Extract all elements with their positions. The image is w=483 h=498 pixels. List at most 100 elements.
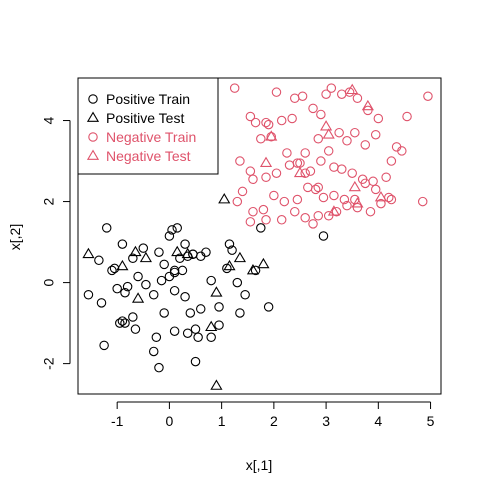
data-point bbox=[224, 239, 235, 249]
data-point bbox=[237, 186, 248, 197]
data-point bbox=[263, 302, 274, 312]
data-point bbox=[261, 215, 271, 225]
data-point bbox=[261, 172, 271, 183]
series-1 bbox=[82, 193, 270, 390]
data-point bbox=[141, 279, 151, 290]
y-tick-label: -2 bbox=[41, 357, 57, 370]
data-point bbox=[318, 192, 329, 203]
data-point bbox=[417, 196, 428, 207]
y-axis-label: x[,2] bbox=[7, 224, 23, 250]
legend-marker bbox=[88, 132, 98, 142]
data-point bbox=[115, 318, 125, 328]
data-point bbox=[263, 119, 274, 130]
data-point bbox=[290, 206, 300, 217]
data-point bbox=[287, 113, 297, 124]
data-point bbox=[316, 109, 326, 120]
data-point bbox=[222, 263, 232, 274]
data-point bbox=[350, 127, 360, 138]
data-point bbox=[342, 200, 352, 211]
data-point bbox=[246, 263, 260, 275]
data-point bbox=[190, 356, 201, 367]
data-point bbox=[193, 332, 203, 343]
data-point bbox=[177, 265, 188, 276]
data-points bbox=[82, 83, 433, 390]
data-point bbox=[185, 308, 196, 318]
x-tick-label: 0 bbox=[166, 413, 174, 429]
data-point bbox=[120, 287, 130, 298]
data-point bbox=[337, 164, 347, 174]
data-point bbox=[169, 326, 180, 336]
legend: Positive Train Positive Test Negative Trai… bbox=[77, 77, 219, 175]
data-point bbox=[313, 182, 324, 193]
data-point bbox=[180, 292, 190, 302]
series-0 bbox=[83, 223, 329, 373]
data-point bbox=[265, 130, 278, 141]
x-axis: -1 0 1 2 3 4 5 bbox=[111, 401, 435, 429]
data-point bbox=[323, 210, 334, 221]
data-point bbox=[326, 83, 337, 93]
data-point bbox=[133, 271, 143, 282]
data-point bbox=[169, 265, 180, 276]
data-point bbox=[256, 134, 266, 144]
data-point bbox=[159, 308, 169, 318]
data-point bbox=[128, 253, 138, 264]
data-point bbox=[101, 223, 112, 233]
data-point bbox=[297, 91, 308, 101]
data-point bbox=[360, 140, 371, 150]
data-point bbox=[308, 219, 318, 229]
data-point bbox=[346, 83, 359, 95]
data-point bbox=[167, 225, 177, 235]
data-point bbox=[361, 99, 374, 111]
data-point bbox=[316, 156, 326, 166]
legend-label: Positive Test bbox=[106, 110, 184, 126]
data-point bbox=[342, 136, 352, 146]
x-tick-label: 3 bbox=[322, 413, 330, 429]
data-point bbox=[201, 247, 211, 257]
data-point bbox=[339, 194, 350, 205]
data-point bbox=[232, 196, 243, 207]
data-point bbox=[218, 193, 231, 204]
data-point bbox=[96, 298, 107, 308]
data-point bbox=[154, 362, 164, 373]
data-point bbox=[206, 332, 216, 343]
data-point bbox=[154, 247, 164, 257]
data-point bbox=[250, 265, 261, 276]
data-point bbox=[257, 257, 270, 269]
legend-marker bbox=[88, 94, 98, 104]
data-point bbox=[151, 332, 162, 343]
data-point bbox=[402, 111, 412, 122]
data-point bbox=[235, 308, 245, 318]
legend-label: Negative Test bbox=[106, 148, 191, 164]
data-point bbox=[245, 111, 256, 122]
data-point bbox=[214, 302, 224, 312]
data-point bbox=[130, 324, 141, 334]
data-point bbox=[232, 277, 243, 288]
data-point bbox=[240, 289, 250, 300]
data-point bbox=[279, 196, 290, 207]
x-axis-label: x[,1] bbox=[246, 457, 272, 473]
x-tick-label: 1 bbox=[218, 413, 226, 429]
data-point bbox=[169, 285, 180, 296]
data-point bbox=[347, 168, 357, 178]
data-point bbox=[320, 120, 333, 131]
data-point bbox=[116, 259, 129, 271]
data-point bbox=[276, 215, 287, 225]
data-point bbox=[282, 148, 292, 158]
data-point bbox=[99, 340, 109, 351]
data-point bbox=[195, 304, 206, 314]
data-point bbox=[360, 178, 371, 189]
data-point bbox=[164, 231, 175, 241]
data-point bbox=[386, 194, 397, 205]
data-point bbox=[82, 247, 95, 259]
data-point bbox=[205, 320, 218, 332]
y-tick-label: 0 bbox=[41, 278, 57, 286]
data-point bbox=[172, 223, 182, 233]
x-tick-label: 5 bbox=[427, 413, 435, 429]
data-point bbox=[321, 89, 331, 99]
legend-label: Negative Train bbox=[106, 129, 196, 145]
data-point bbox=[397, 146, 407, 156]
data-point bbox=[259, 156, 273, 167]
data-point bbox=[351, 197, 364, 208]
data-point bbox=[373, 113, 384, 124]
